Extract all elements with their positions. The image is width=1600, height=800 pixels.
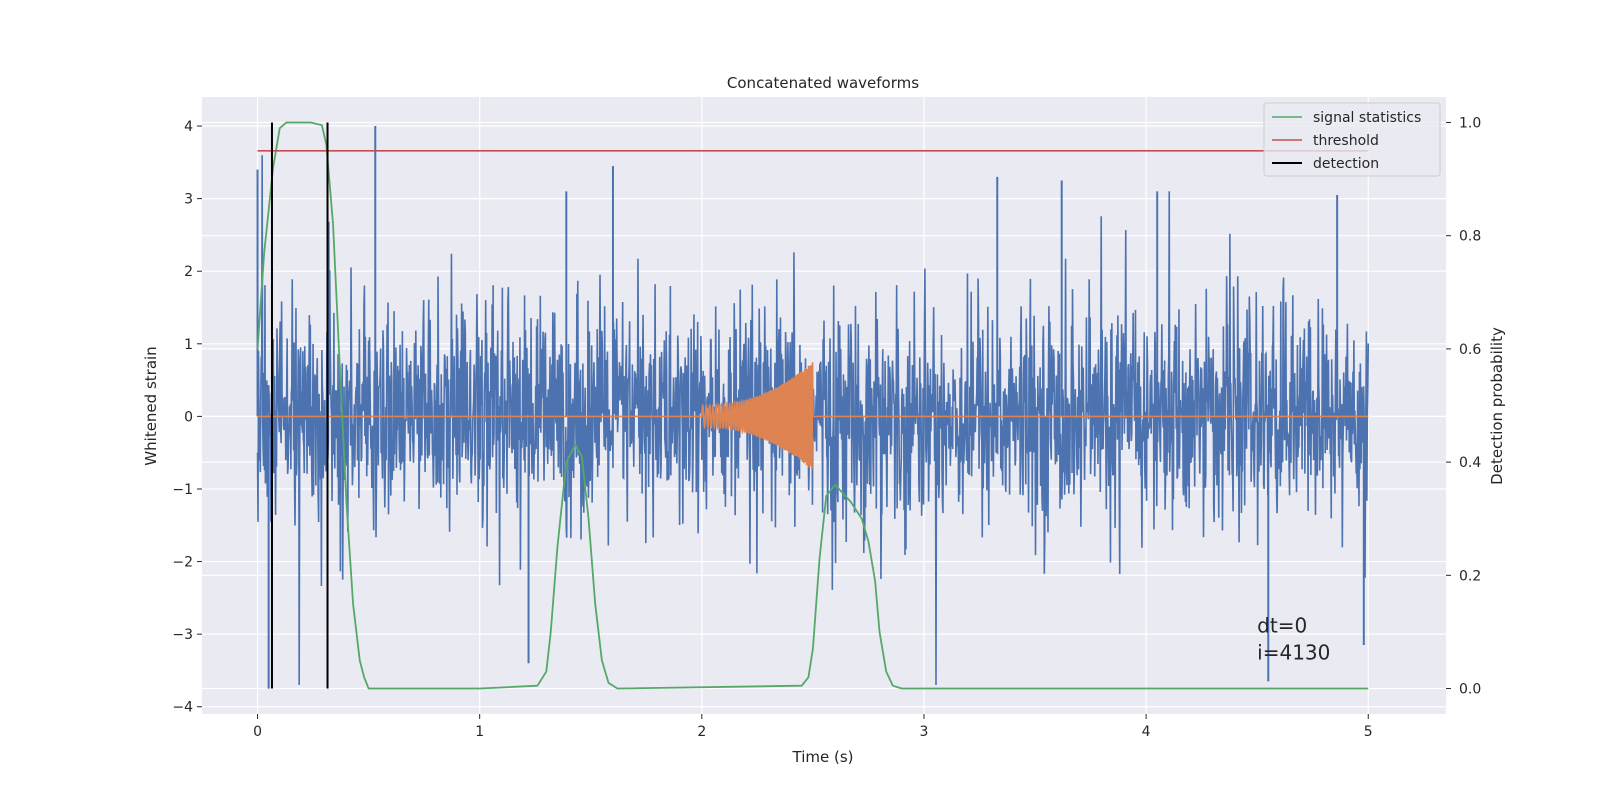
y-tick-label: −2 — [172, 555, 193, 571]
x-tick-label: 5 — [1364, 724, 1373, 740]
legend: signal statistics threshold detection — [1263, 102, 1441, 177]
y-tick-label: 4 — [184, 119, 193, 135]
y-tick-label: −3 — [172, 627, 193, 643]
legend-frame — [1263, 102, 1441, 177]
y-tick-label: −4 — [172, 700, 193, 716]
y-tick-label: 1 — [184, 337, 193, 353]
x-tick-label: 0 — [253, 724, 262, 740]
x-tick-label: 3 — [920, 724, 929, 740]
legend-label-signal-statistics: signal statistics — [1313, 110, 1421, 126]
series-group — [256, 121, 1370, 690]
ticks: 0 1 2 3 4 5 −4 −3 −2 −1 0 1 2 3 4 0.0 0.2 0.4 0.6 0.8 1.0 — [172, 115, 1481, 740]
legend-label-threshold: threshold — [1313, 133, 1379, 149]
y-right-tick-label: 0.0 — [1459, 682, 1481, 698]
y-tick-label: 2 — [184, 264, 193, 280]
y-right-tick-label: 1.0 — [1459, 115, 1481, 131]
y-right-tick-label: 0.2 — [1459, 568, 1481, 584]
annotation-text: dt=0 — [1257, 614, 1307, 638]
y-right-tick-label: 0.6 — [1459, 342, 1481, 358]
annotation-text: i=4130 — [1257, 641, 1330, 665]
series-signal-statistics — [256, 121, 1369, 690]
y-right-tick-label: 0.4 — [1459, 455, 1481, 471]
x-tick-label: 2 — [697, 724, 706, 740]
y-axis-label-right: Detection probability — [1488, 327, 1506, 485]
series-injected-signal — [257, 362, 1369, 470]
x-axis-label: Time (s) — [792, 748, 854, 766]
chart-title: Concatenated waveforms — [727, 74, 919, 92]
y-tick-label: 3 — [184, 192, 193, 208]
x-tick-label: 1 — [475, 724, 484, 740]
y-axis-label: Whitened strain — [142, 346, 160, 465]
legend-label-detection: detection — [1313, 156, 1379, 172]
y-tick-label: 0 — [184, 409, 193, 425]
series-layer — [256, 121, 1370, 690]
y-tick-label: −1 — [172, 482, 193, 498]
annotations: dt=0 i=4130 — [1257, 614, 1330, 665]
y-right-tick-label: 0.8 — [1459, 229, 1481, 245]
x-tick-label: 4 — [1142, 724, 1151, 740]
